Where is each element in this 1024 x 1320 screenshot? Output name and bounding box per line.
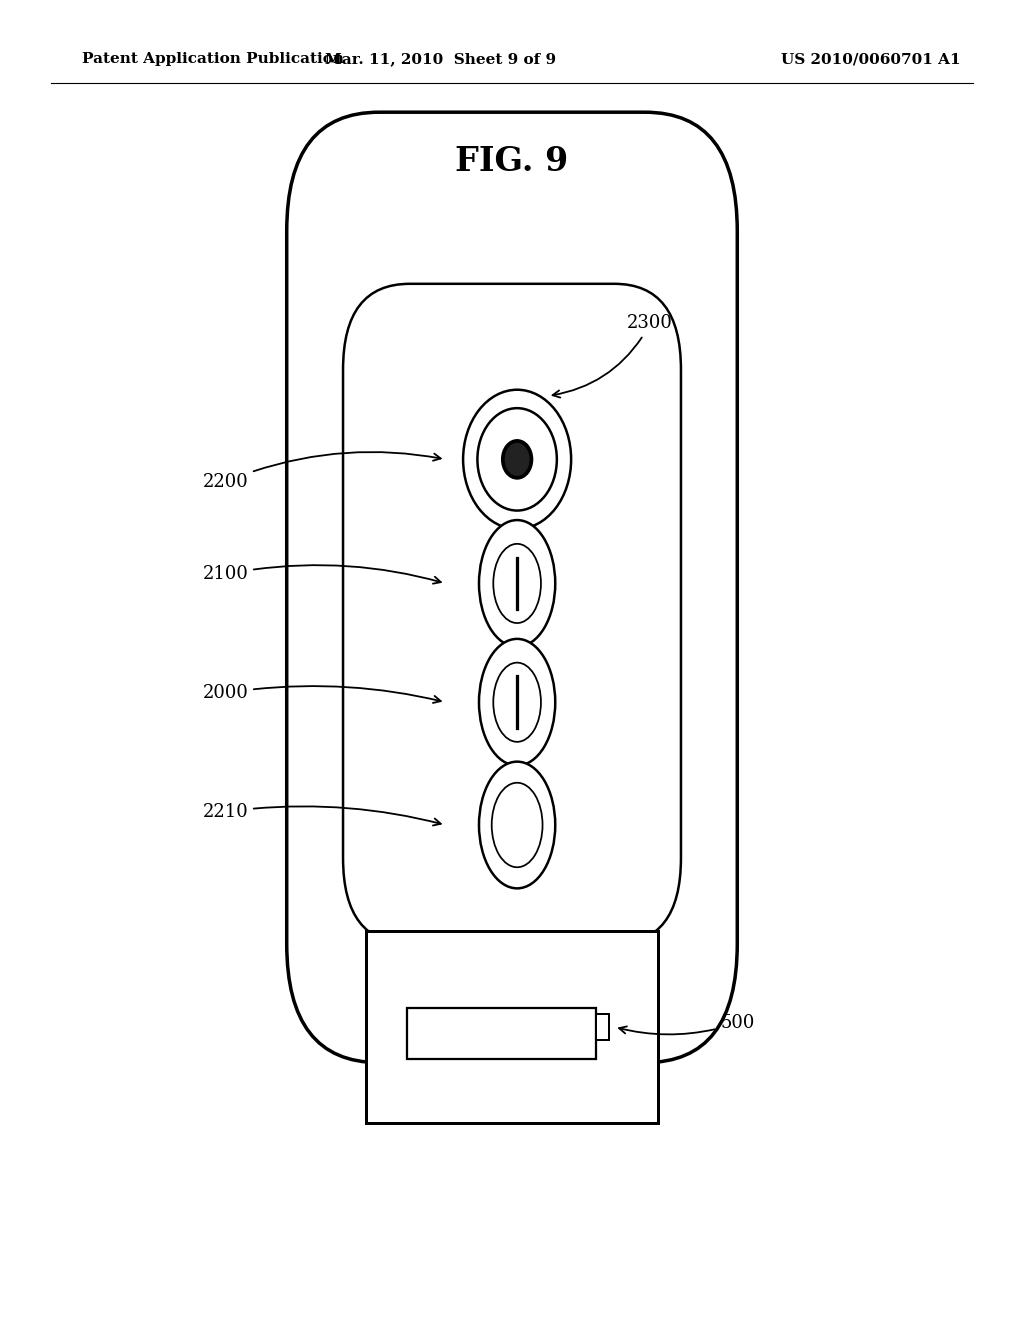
Text: 2100: 2100 bbox=[203, 565, 440, 583]
Text: 2200: 2200 bbox=[203, 451, 440, 491]
Bar bbox=[367, 932, 658, 1122]
Text: Mar. 11, 2010  Sheet 9 of 9: Mar. 11, 2010 Sheet 9 of 9 bbox=[325, 53, 556, 66]
Text: FIG. 9: FIG. 9 bbox=[456, 144, 568, 177]
Text: 2000: 2000 bbox=[203, 684, 440, 704]
Circle shape bbox=[503, 441, 531, 478]
Ellipse shape bbox=[492, 783, 543, 867]
Circle shape bbox=[477, 408, 557, 511]
FancyBboxPatch shape bbox=[287, 112, 737, 1063]
Bar bbox=[407, 1008, 596, 1059]
Text: Patent Application Publication: Patent Application Publication bbox=[82, 53, 344, 66]
Text: 2210: 2210 bbox=[203, 803, 440, 825]
Ellipse shape bbox=[494, 544, 541, 623]
FancyBboxPatch shape bbox=[343, 284, 681, 944]
Circle shape bbox=[463, 389, 571, 529]
Text: US 2010/0060701 A1: US 2010/0060701 A1 bbox=[780, 53, 961, 66]
Ellipse shape bbox=[479, 639, 555, 766]
Ellipse shape bbox=[494, 663, 541, 742]
Ellipse shape bbox=[479, 520, 555, 647]
Text: 2300: 2300 bbox=[553, 314, 673, 397]
Ellipse shape bbox=[479, 762, 555, 888]
Text: 500: 500 bbox=[620, 1014, 755, 1035]
Bar bbox=[596, 1014, 608, 1040]
